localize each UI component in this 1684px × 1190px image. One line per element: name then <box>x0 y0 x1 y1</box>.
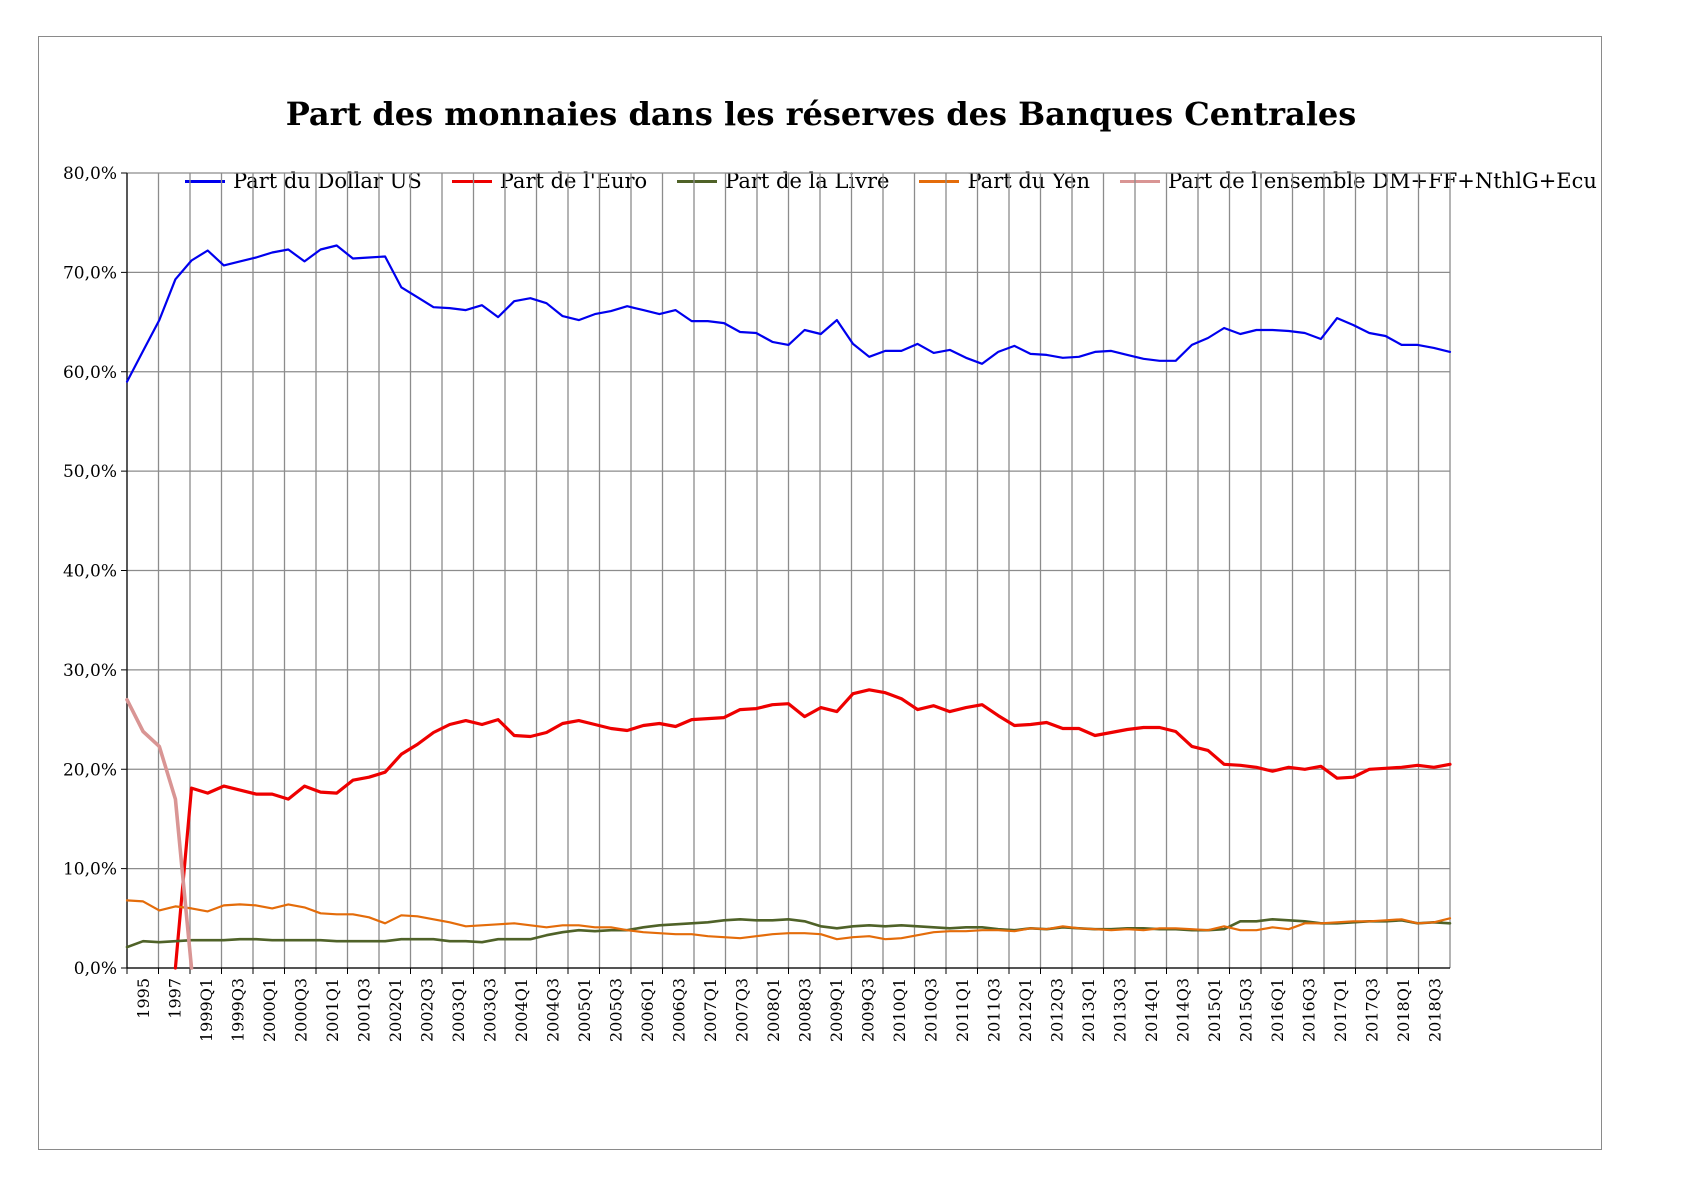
legend-swatch-dollar <box>185 179 225 183</box>
y-tick-label: 50,0% <box>63 462 117 482</box>
x-tick-label: 1999Q3 <box>228 978 247 1042</box>
y-tick-label: 80,0% <box>63 164 117 184</box>
x-tick-label: 2011Q1 <box>953 978 972 1042</box>
x-tick-label: 2003Q3 <box>480 978 499 1042</box>
x-tick-label: 2001Q3 <box>354 978 373 1042</box>
x-tick-label: 2018Q1 <box>1394 978 1413 1042</box>
x-tick-label: 2012Q1 <box>1016 978 1035 1042</box>
x-tick-label: 1997 <box>165 978 184 1019</box>
x-tick-label: 2014Q1 <box>1142 978 1161 1042</box>
x-tick-label: 2000Q3 <box>291 978 310 1042</box>
x-tick-label: 2009Q1 <box>827 978 846 1042</box>
x-tick-label: 2006Q3 <box>669 978 688 1042</box>
y-tick-label: 40,0% <box>63 562 117 582</box>
series-line-dollar <box>125 244 1452 383</box>
series-line-yen <box>125 899 1452 941</box>
y-tick-label: 0,0% <box>74 959 117 979</box>
x-tick-label: 2006Q1 <box>638 978 657 1042</box>
x-tick-label: 2004Q3 <box>543 978 562 1042</box>
x-tick-label: 2003Q1 <box>449 978 468 1042</box>
x-tick-label: 2005Q1 <box>575 978 594 1042</box>
y-tick-label: 70,0% <box>63 263 117 283</box>
x-tick-label: 2007Q3 <box>732 978 751 1042</box>
y-tick-label: 30,0% <box>63 661 117 681</box>
series-line-ensemble <box>125 697 194 970</box>
legend-swatch-yen <box>919 179 960 183</box>
x-tick-label: 2011Q3 <box>984 978 1003 1042</box>
chart-title: Part des monnaies dans les réserves des … <box>285 95 1357 133</box>
x-tick-label: 2007Q1 <box>701 978 720 1042</box>
x-tick-label: 2016Q3 <box>1299 978 1318 1042</box>
series-line-euro <box>173 688 1452 970</box>
plot-area: 0,0% 10,0% 20,0% 30,0% 40,0% 50,0% 60,0% 70,0% 8… <box>63 164 1452 1042</box>
x-tick-label: 2017Q1 <box>1331 978 1350 1042</box>
x-tick-label: 2018Q3 <box>1425 978 1444 1042</box>
x-tick-label: 2002Q1 <box>386 978 405 1042</box>
x-tick-label: 2014Q3 <box>1173 978 1192 1042</box>
x-tick-label: 2017Q3 <box>1362 978 1381 1042</box>
x-tick-label: 2016Q1 <box>1268 978 1287 1042</box>
x-tick-label: 2013Q3 <box>1110 978 1129 1042</box>
x-tick-label: 2012Q3 <box>1047 978 1066 1042</box>
y-tick-label: 20,0% <box>63 760 117 780</box>
y-tick-label: 60,0% <box>63 363 117 383</box>
x-tick-label: 2008Q3 <box>795 978 814 1042</box>
x-tick-label: 2001Q1 <box>323 978 342 1042</box>
chart-frame: Part des monnaies dans les réserves des … <box>38 36 1602 1150</box>
legend-swatch-livre <box>677 179 718 183</box>
legend-swatch-euro <box>451 179 492 183</box>
x-tick-label: 2009Q3 <box>858 978 877 1042</box>
legend-swatch-ensemble <box>1119 179 1160 183</box>
x-tick-label: 2002Q3 <box>417 978 436 1042</box>
x-tick-label: 2000Q1 <box>260 978 279 1042</box>
x-tick-label: 2005Q3 <box>606 978 625 1042</box>
x-tick-label: 1999Q1 <box>197 978 216 1042</box>
x-tick-label: 2010Q3 <box>921 978 940 1042</box>
x-tick-label: 2015Q3 <box>1236 978 1255 1042</box>
x-tick-label: 2013Q1 <box>1079 978 1098 1042</box>
x-tick-label: 2004Q1 <box>512 978 531 1042</box>
x-tick-label: 2015Q1 <box>1205 978 1224 1042</box>
x-tick-label: 2008Q1 <box>764 978 783 1042</box>
x-tick-label: 2010Q1 <box>890 978 909 1042</box>
y-tick-label: 10,0% <box>63 860 117 880</box>
x-tick-label: 1995 <box>134 978 153 1019</box>
